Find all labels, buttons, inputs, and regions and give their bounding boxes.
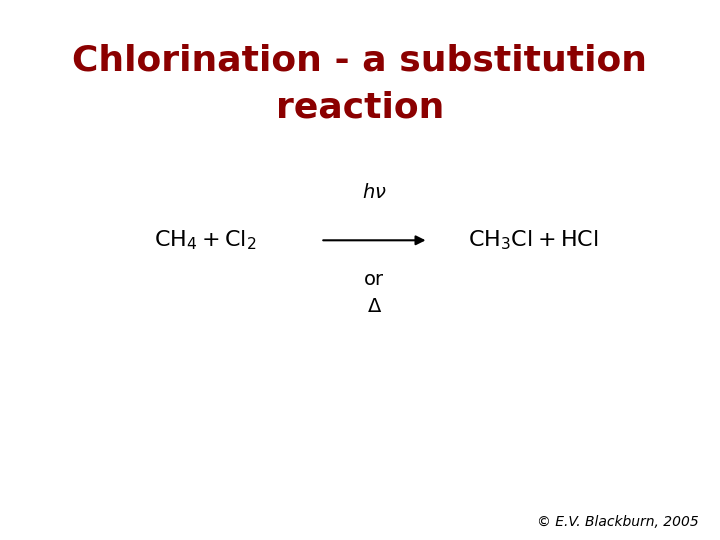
Text: $h\nu$: $h\nu$: [362, 184, 387, 202]
Text: Chlorination - a substitution
reaction: Chlorination - a substitution reaction: [73, 43, 647, 125]
Text: $\mathrm{CH_4 + Cl_2}$: $\mathrm{CH_4 + Cl_2}$: [154, 228, 256, 252]
Text: $\Delta$: $\Delta$: [366, 297, 382, 316]
Text: © E.V. Blackburn, 2005: © E.V. Blackburn, 2005: [536, 515, 698, 529]
Text: or: or: [364, 270, 384, 289]
Text: $\mathrm{CH_3Cl + HCl}$: $\mathrm{CH_3Cl + HCl}$: [467, 228, 598, 252]
